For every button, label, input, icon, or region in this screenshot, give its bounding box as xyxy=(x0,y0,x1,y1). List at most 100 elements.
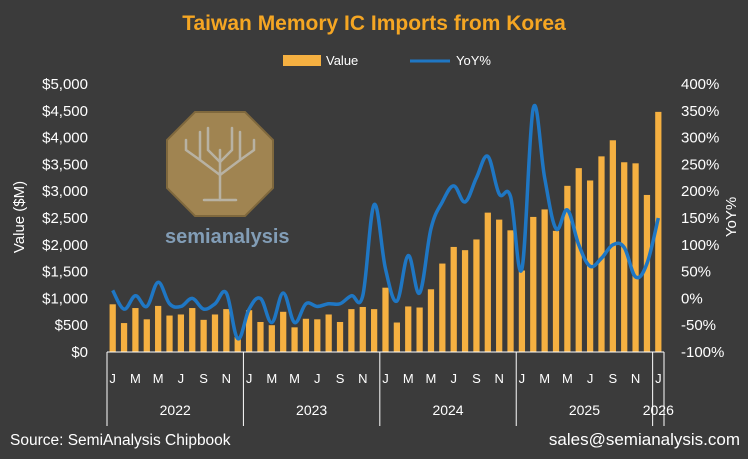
contact-email: sales@semianalysis.com xyxy=(549,430,740,449)
value-bar xyxy=(302,318,310,352)
y-tick-label: $1,500 xyxy=(42,264,88,281)
value-bar xyxy=(439,263,446,352)
y2-tick-label: 50% xyxy=(681,264,711,281)
x-tick-label: M xyxy=(539,371,550,386)
x-tick-label: M xyxy=(266,371,277,386)
value-bar xyxy=(564,185,571,352)
value-bar xyxy=(109,304,116,352)
legend: Value YoY% xyxy=(283,53,491,68)
y-tick-label: $3,000 xyxy=(42,183,88,200)
x-tick-label: M xyxy=(562,371,573,386)
value-bar xyxy=(598,156,605,352)
value-bar xyxy=(405,306,412,352)
value-bar xyxy=(552,230,560,352)
yoy-line xyxy=(111,103,661,341)
y2-tick-label: -100% xyxy=(681,344,724,361)
value-bar xyxy=(314,319,321,352)
value-bar xyxy=(211,314,219,352)
y-tick-label: $4,500 xyxy=(42,103,88,120)
y2-tick-label: 300% xyxy=(681,130,719,147)
value-bar xyxy=(189,308,196,352)
value-bar xyxy=(257,321,264,352)
y2-tick-label: 250% xyxy=(681,156,719,173)
y2-tick-label: 100% xyxy=(681,237,719,254)
value-bar xyxy=(120,323,128,352)
legend-label-value: Value xyxy=(326,53,358,68)
value-bar xyxy=(643,194,651,352)
value-bar xyxy=(371,309,378,352)
y-axis-title: Value ($M) xyxy=(11,181,28,253)
x-tick-label: S xyxy=(336,371,345,386)
y2-tick-label: 0% xyxy=(681,290,703,307)
x-tick-label: M xyxy=(403,371,414,386)
value-bar xyxy=(155,305,162,352)
x-tick-label: M xyxy=(130,371,141,386)
value-bar xyxy=(496,219,503,352)
x-tick-label: J xyxy=(314,371,321,386)
value-bar xyxy=(461,250,469,352)
value-bar xyxy=(575,168,582,352)
y-tick-label: $4,000 xyxy=(42,130,88,147)
value-bar xyxy=(393,322,400,352)
x-tick-label: J xyxy=(587,371,594,386)
value-bar xyxy=(632,163,639,352)
yoy-line-group xyxy=(111,103,661,341)
y-tick-label: $3,500 xyxy=(42,156,88,173)
x-tick-label: J xyxy=(178,371,185,386)
x-tick-label: N xyxy=(358,371,367,386)
x-tick-label: N xyxy=(494,371,503,386)
y2-tick-label: 400% xyxy=(681,76,719,93)
y2-tick-label: 150% xyxy=(681,210,719,227)
right-axis: -100% -50% 0% 50% 100% 150% 200% 250% 300% 350% 40… xyxy=(681,76,724,361)
source-note: Source: SemiAnalysis Chipbook xyxy=(10,432,231,449)
y-tick-label: $500 xyxy=(55,317,88,334)
left-axis: $0 $500 $1,000 $1,500 $2,000 $2,500 $3,000 $3,5… xyxy=(42,76,88,361)
value-bar xyxy=(166,315,173,352)
x-tick-label: N xyxy=(222,371,231,386)
value-bar xyxy=(382,287,389,352)
value-bar xyxy=(223,309,230,352)
x-tick-label: J xyxy=(109,371,116,386)
value-bar xyxy=(416,307,423,352)
value-bar xyxy=(143,319,150,352)
value-bar xyxy=(325,314,332,352)
value-bar xyxy=(348,309,355,352)
x-tick-label: M xyxy=(289,371,300,386)
y-tick-label: $2,000 xyxy=(42,237,88,254)
x-tick-label: S xyxy=(472,371,481,386)
x-tick-label: J xyxy=(450,371,457,386)
x-tick-label: J xyxy=(655,371,662,386)
value-bar xyxy=(484,212,491,352)
value-bar xyxy=(541,209,548,352)
y2-tick-label: 200% xyxy=(681,183,719,200)
value-bar xyxy=(268,325,275,352)
x-tick-label: J xyxy=(519,371,526,386)
value-bar xyxy=(359,306,366,352)
value-bar xyxy=(518,270,526,352)
year-label: 2026 xyxy=(643,402,674,418)
year-label: 2023 xyxy=(296,402,327,418)
value-bar xyxy=(291,327,298,352)
value-bar xyxy=(530,216,537,352)
legend-label-yoy: YoY% xyxy=(456,53,491,68)
value-bar xyxy=(234,336,241,352)
y-tick-label: $2,500 xyxy=(42,210,88,227)
value-bar xyxy=(507,230,514,352)
value-bar xyxy=(280,311,287,352)
value-bars xyxy=(109,111,662,352)
x-tick-label: N xyxy=(631,371,640,386)
legend-swatch-value xyxy=(283,55,321,66)
value-bar xyxy=(621,162,628,352)
value-bar xyxy=(177,314,185,352)
value-bar xyxy=(132,308,139,352)
y2-axis-title: YoY% xyxy=(723,197,740,237)
y-tick-label: $5,000 xyxy=(42,76,88,93)
value-bar xyxy=(427,289,435,352)
value-bar xyxy=(336,321,344,352)
x-tick-label: S xyxy=(199,371,208,386)
y2-tick-label: -50% xyxy=(681,317,716,334)
x-tick-label: S xyxy=(609,371,618,386)
watermark-logo: semianalysis xyxy=(165,111,290,248)
